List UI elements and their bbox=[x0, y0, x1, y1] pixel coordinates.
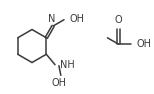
Text: OH: OH bbox=[51, 78, 66, 88]
Text: NH: NH bbox=[60, 60, 75, 70]
Text: OH: OH bbox=[70, 14, 85, 24]
Text: N: N bbox=[48, 14, 56, 24]
Text: O: O bbox=[115, 15, 122, 25]
Text: OH: OH bbox=[137, 39, 152, 49]
